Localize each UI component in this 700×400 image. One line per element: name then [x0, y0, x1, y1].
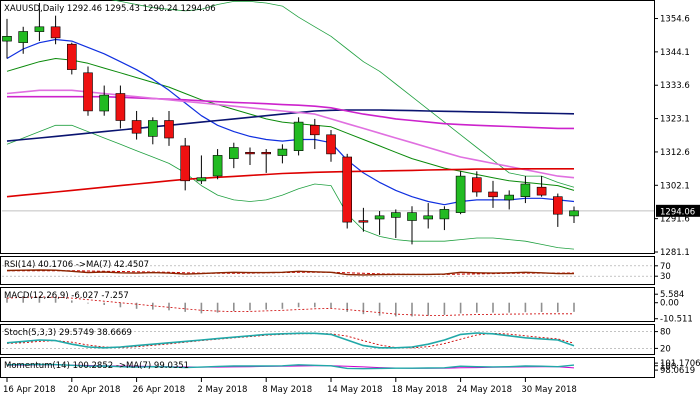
candle-up-body: [390, 212, 401, 218]
candle-up-body: [229, 147, 239, 159]
momentum-header: Momentum(14) 100.2852 ->MA(7) 99.0351: [4, 361, 189, 371]
candle-down-body: [164, 120, 174, 139]
overlay-ema-violet-line: [6, 89, 575, 179]
rsi-tick-label: 70: [660, 262, 671, 272]
momentum-line: [6, 363, 575, 370]
price-tick-label: 1281.1: [660, 248, 690, 258]
candle-up-body: [196, 177, 207, 182]
candle-up-body: [293, 121, 304, 151]
macd-panel-frame: [0, 287, 655, 322]
macd-plot: [6, 295, 575, 317]
candle-down-body: [245, 152, 255, 155]
macd-header: MACD(12,26,9) -6.027 -7.257: [4, 291, 129, 301]
price-tick-label: 1344.1: [660, 48, 690, 58]
rsi-panel-frame: [0, 256, 655, 285]
candle-up-body: [423, 215, 434, 220]
x-tick-label: 18 May 2018: [392, 385, 447, 395]
candle-down-body: [261, 152, 272, 155]
macd-signal-line: [6, 296, 574, 316]
price-tick-label: 1302.1: [660, 181, 690, 191]
candle-up-body: [277, 148, 288, 156]
candle-down-body: [552, 196, 563, 215]
stoch-tick-label: 20: [660, 344, 671, 354]
candle-down-body: [309, 125, 320, 136]
x-tick-label: 20 Apr 2018: [68, 385, 121, 395]
overlay-ema-navy-line: [6, 109, 575, 142]
last-price-tag: [656, 204, 700, 217]
candle-up-body: [18, 31, 29, 43]
candle-down-body: [536, 186, 547, 196]
candle-up-body: [439, 209, 450, 220]
candle-down-body: [50, 26, 61, 39]
momentum-tick-label: 98.0619: [660, 366, 695, 376]
candle-up-body: [34, 26, 45, 32]
candle-up-body: [2, 35, 12, 42]
candle-down-body: [83, 72, 93, 112]
candle-up-body: [569, 210, 579, 217]
price-tick-label: 1312.6: [660, 148, 690, 158]
chart-header: XAUUSD,Daily 1292.46 1295.43 1290.24 129…: [4, 4, 216, 14]
overlay-bb-upper-line: [111, 0, 575, 188]
overlay-ema-red-line: [6, 168, 574, 198]
stoch-main-line: [6, 332, 575, 349]
rsi-line: [6, 269, 574, 276]
candle-down-body: [180, 145, 190, 182]
x-tick-label: 30 May 2018: [521, 385, 576, 395]
rsi-tick-label: 30: [660, 272, 671, 282]
x-tick-label: 26 Apr 2018: [133, 385, 186, 395]
candle-up-body: [455, 175, 466, 213]
overlay-bb-mid-line: [6, 58, 575, 191]
macd-tick-label: 0.00: [660, 299, 679, 309]
candle-down-body: [342, 156, 353, 223]
candle-down-body: [67, 43, 77, 70]
candle-down-body: [326, 134, 336, 155]
rsi-ma-line: [7, 270, 575, 275]
candle-up-body: [212, 155, 223, 177]
axes: 1354.6 1344.1 1333.6 1323.1 1312.6 1302.1 1291…: [3, 15, 700, 395]
price-tick-label: 1354.6: [660, 15, 690, 25]
last-price-label: 1294.06: [660, 207, 695, 217]
x-tick-label: 24 May 2018: [457, 385, 512, 395]
momentum-panel-frame: [0, 357, 655, 378]
candle-up-body: [99, 94, 109, 112]
price-plot: [2, 0, 654, 250]
candle-down-body: [131, 120, 142, 134]
stoch-tick-label: 80: [660, 328, 671, 338]
candle-up-body: [374, 215, 385, 220]
price-panel-frame: [0, 0, 655, 254]
candle-up-body: [504, 194, 515, 201]
momentum-tick-label: 101.1706: [660, 359, 700, 369]
candle-up-body: [148, 120, 158, 137]
candle-down-body: [358, 220, 369, 223]
candle-down-body: [471, 177, 482, 193]
momentum-tick-label: 100: [660, 362, 676, 372]
rsi-plot: [2, 265, 654, 277]
stoch-panel-frame: [0, 324, 655, 355]
candle-up-body: [520, 183, 531, 197]
candle-down-body: [488, 191, 498, 198]
candle-up-body: [407, 212, 417, 221]
price-tick-label: 1291.6: [660, 215, 690, 225]
stoch-header: Stoch(5,3,3) 29.5749 38.6669: [4, 328, 132, 338]
x-tick-label: 14 May 2018: [327, 385, 382, 395]
overlay-bb-lower-line: [6, 124, 575, 250]
x-tick-label: 2 May 2018: [197, 385, 247, 395]
x-tick-label: 16 Apr 2018: [3, 385, 56, 395]
price-tick-label: 1333.6: [660, 81, 690, 91]
x-tick-label: 8 May 2018: [262, 385, 312, 395]
momentum-plot: [6, 363, 575, 370]
macd-tick-label: -10.511: [660, 315, 693, 325]
candle-down-body: [115, 93, 126, 121]
overlay-ema-fast-line: [6, 38, 575, 206]
stoch-plot: [2, 331, 654, 349]
price-tick-label: 1323.1: [660, 115, 690, 125]
rsi-header: RSI(14) 40.1706 ->MA(7) 42.4507: [4, 260, 149, 270]
macd-tick-label: 5.584: [660, 290, 684, 300]
